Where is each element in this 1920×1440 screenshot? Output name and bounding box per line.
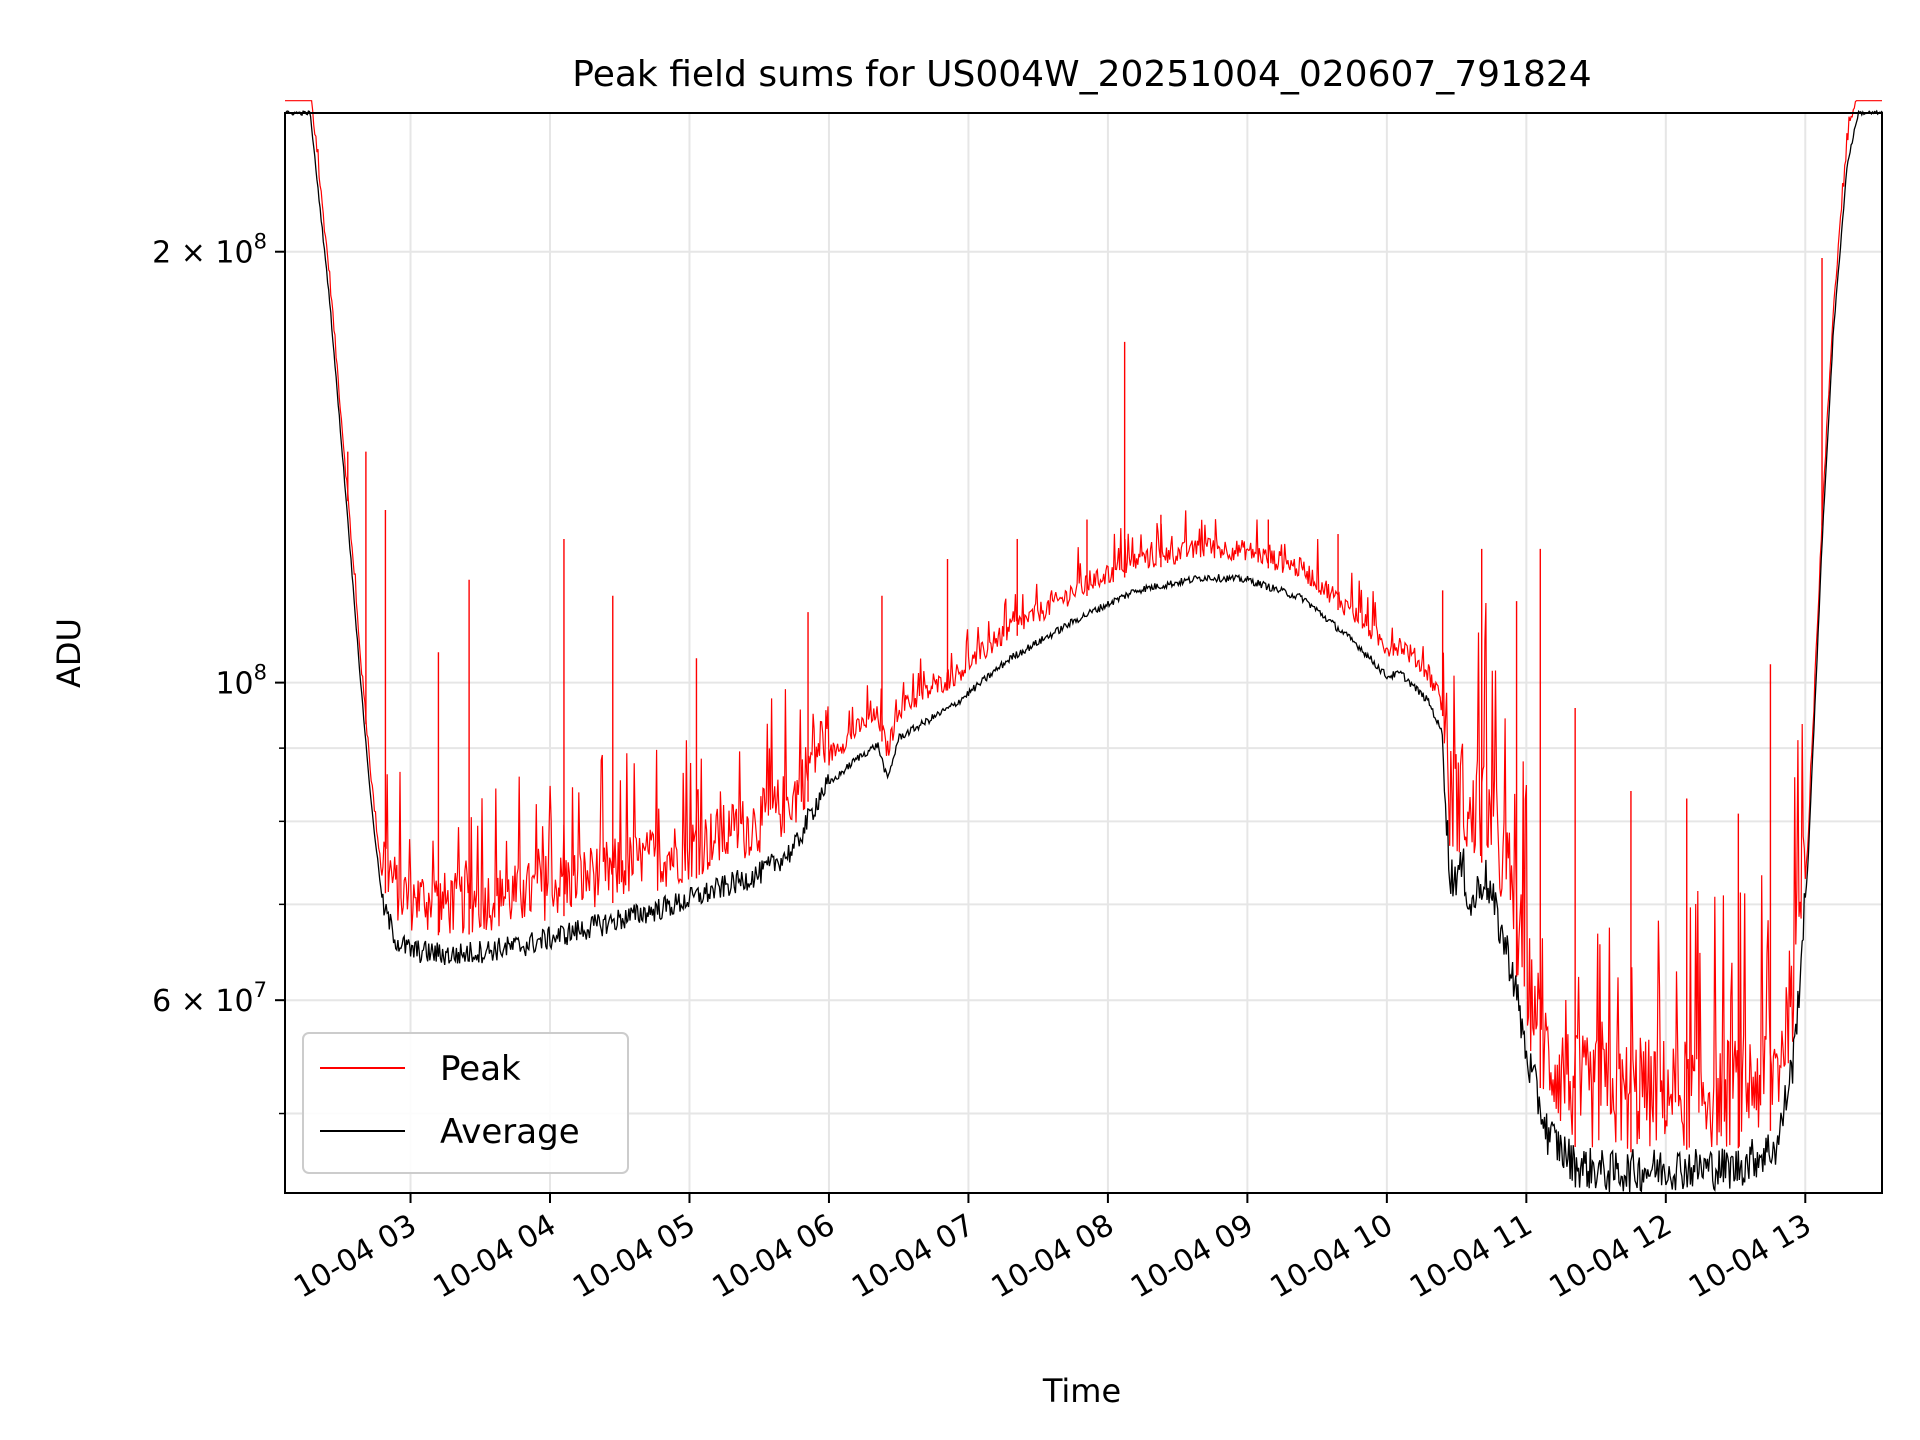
x-axis-label: Time (1042, 1372, 1121, 1410)
legend: Peak Average (302, 1032, 629, 1174)
series-average (284, 109, 1883, 1193)
y-tick-label: 6 × 107 (152, 978, 267, 1019)
legend-peak-label: Peak (440, 1049, 521, 1089)
plot-frame (284, 112, 1883, 1194)
average-line (284, 109, 1883, 1193)
y-axis-ticks: 108 6 × 107 2 × 108 (152, 230, 285, 1115)
legend-average-label: Average (440, 1112, 580, 1152)
chart-title: Peak field sums for US004W_20251004_0206… (572, 54, 1591, 95)
y-tick-label: 108 (215, 661, 267, 702)
y-tick-label: 2 × 108 (152, 230, 267, 271)
series-peak (285, 100, 1882, 1153)
peak-line (285, 100, 1882, 1149)
grid-lines (285, 113, 1882, 1193)
y-axis-label: ADU (50, 618, 88, 688)
